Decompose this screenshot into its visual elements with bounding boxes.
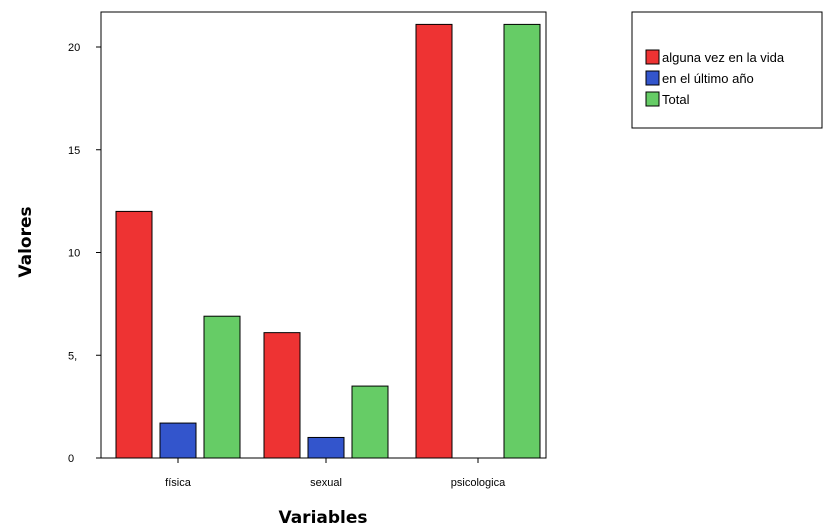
bar-1-2 [351,385,389,459]
legend: alguna vez en la vida en el último año Tot… [645,49,785,107]
x-tick-label: psicologica [451,477,506,489]
x-axis-title: Variables [278,508,367,528]
x-tick-label: física [165,477,192,489]
bar-0-1 [159,422,197,459]
bar-2-0 [415,23,453,459]
x-tick-label: sexual [310,477,342,489]
y-tick-label: 10 [68,248,80,260]
y-axis-title: Valores [16,206,36,277]
legend-swatch [645,91,660,107]
bars-group [115,23,541,459]
bar-0-0 [115,210,153,459]
y-tick-label: 15 [68,145,80,157]
legend-swatch [645,70,660,86]
legend-label: en el último año [662,71,754,86]
y-axis: 0 5, 10 15 20 [68,42,101,465]
plot-frame [100,11,547,459]
legend-swatch [645,49,660,65]
legend-label: Total [662,92,690,107]
bar-0-2 [203,315,241,459]
y-tick-label: 0 [68,453,74,465]
y-tick-label: 5, [68,350,77,362]
y-tick-label: 20 [68,42,80,54]
bar-2-2 [503,23,541,459]
bar-1-0 [263,332,301,459]
bar-1-1 [307,436,345,459]
x-axis: física sexual psicologica [165,458,506,489]
legend-label: alguna vez en la vida [662,50,785,65]
legend-box [631,11,823,129]
